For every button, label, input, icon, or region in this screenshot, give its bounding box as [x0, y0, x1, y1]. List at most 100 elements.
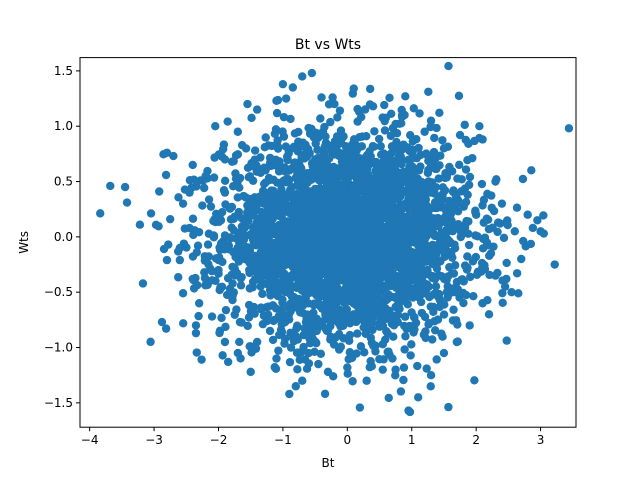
data-point [274, 251, 283, 261]
data-point [533, 216, 542, 225]
data-point [356, 164, 365, 173]
data-point [285, 233, 295, 242]
data-point [220, 155, 230, 164]
data-point [433, 245, 442, 255]
data-point [122, 198, 132, 207]
data-point [439, 348, 449, 358]
data-point [260, 143, 270, 152]
data-point [313, 145, 322, 154]
data-point [270, 363, 279, 372]
data-point [252, 105, 262, 114]
data-point [371, 179, 380, 188]
data-point [218, 257, 227, 267]
data-point [248, 162, 258, 171]
data-point [470, 136, 479, 146]
data-point [229, 157, 238, 166]
data-point [362, 376, 371, 385]
data-point [403, 244, 413, 253]
data-point [389, 332, 398, 341]
data-point [310, 173, 320, 182]
data-point [353, 329, 362, 338]
data-point [221, 322, 230, 332]
data-point [329, 162, 338, 172]
data-point [298, 72, 307, 81]
data-point [435, 302, 444, 312]
data-point [493, 218, 503, 227]
data-point [445, 165, 454, 174]
data-point [499, 233, 509, 243]
data-point [461, 290, 471, 300]
data-point [434, 222, 443, 231]
data-point [328, 93, 337, 102]
data-point [454, 91, 464, 101]
data-point [333, 191, 343, 200]
data-point [220, 337, 230, 347]
data-point [260, 223, 269, 232]
data-point [274, 346, 283, 355]
data-point [192, 248, 201, 257]
data-point [325, 252, 335, 261]
data-point [459, 277, 468, 286]
data-point [259, 199, 268, 208]
data-point [227, 290, 237, 299]
data-point [409, 197, 418, 206]
data-point [313, 268, 322, 278]
data-point [293, 204, 302, 213]
data-point [211, 276, 220, 286]
data-point [327, 289, 336, 299]
data-point [435, 256, 445, 266]
data-point [305, 193, 314, 202]
data-point [489, 206, 499, 216]
data-point [332, 212, 341, 221]
data-point [342, 253, 351, 262]
data-point [293, 348, 303, 357]
data-point [430, 133, 439, 143]
data-point [248, 283, 257, 292]
data-point [507, 287, 516, 297]
data-point [275, 278, 285, 288]
data-point [416, 297, 426, 307]
data-point [198, 201, 207, 210]
data-point [280, 339, 289, 348]
data-point [477, 179, 487, 189]
data-point [349, 190, 358, 199]
data-point [452, 287, 461, 297]
data-point [301, 222, 310, 231]
data-point [334, 151, 344, 161]
data-point [356, 249, 365, 258]
data-point [309, 300, 319, 310]
data-point [488, 223, 497, 232]
data-point [527, 166, 536, 175]
data-point [219, 144, 228, 154]
chart-title: Bt vs Wts [295, 37, 361, 53]
data-point [321, 132, 330, 141]
data-point [273, 210, 282, 220]
data-point [470, 376, 479, 385]
data-point [220, 245, 229, 254]
data-point [256, 282, 265, 291]
data-point [300, 256, 309, 265]
data-point [517, 254, 526, 264]
data-point [278, 241, 287, 251]
data-point [457, 175, 466, 184]
data-point [350, 284, 360, 293]
data-point [321, 324, 330, 333]
data-point [201, 171, 210, 181]
data-point [448, 316, 458, 325]
data-point [417, 260, 426, 269]
x-axis-ticks: −4 −3 −2 −1 0 1 2 3 [81, 427, 544, 447]
data-point [383, 178, 393, 187]
data-point [250, 146, 260, 155]
data-point [371, 223, 380, 233]
data-point [461, 165, 471, 174]
data-point [255, 192, 264, 201]
data-point [335, 106, 345, 115]
data-point [301, 199, 310, 208]
data-point [307, 68, 317, 78]
data-point [272, 108, 282, 118]
data-point [399, 140, 408, 149]
data-point [335, 275, 344, 285]
data-point [185, 223, 194, 233]
data-point [528, 223, 538, 233]
data-point [403, 323, 413, 333]
